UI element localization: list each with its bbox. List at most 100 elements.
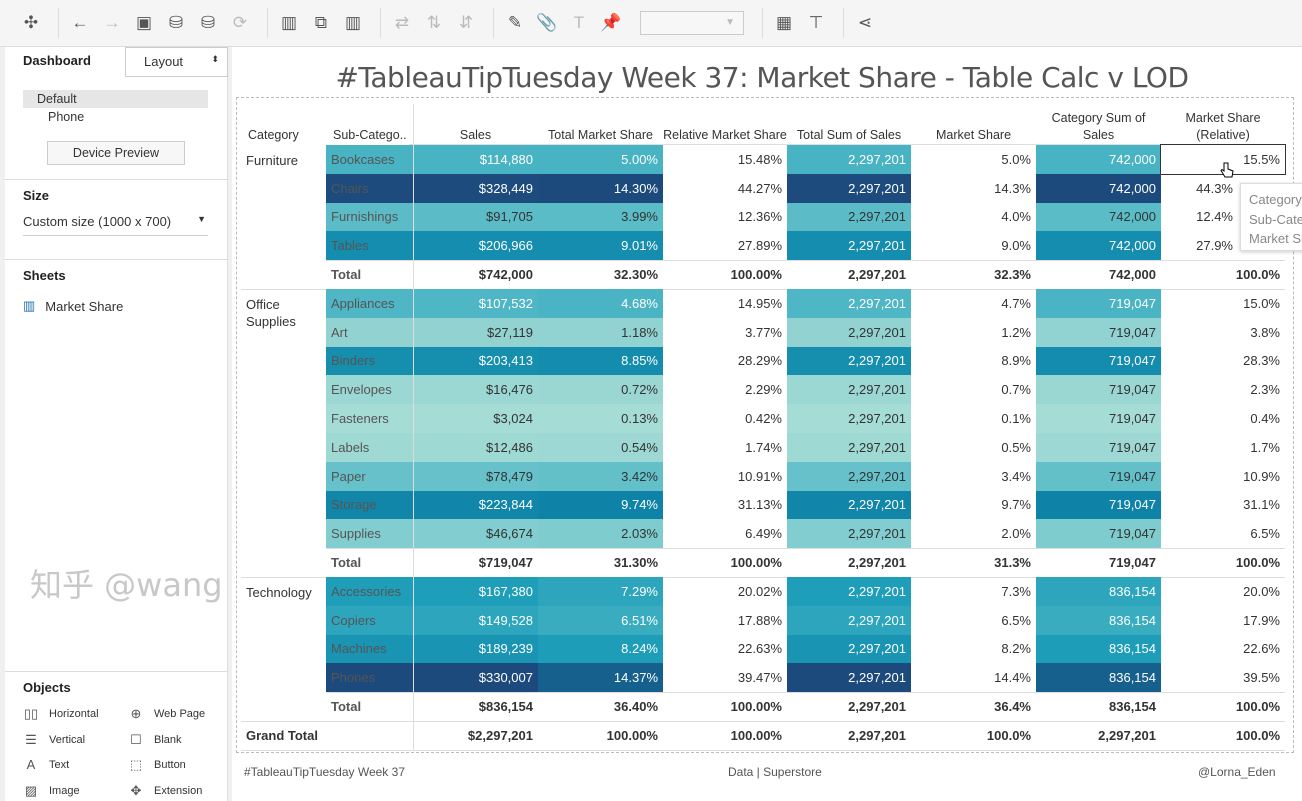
object-web-page[interactable]: ⊕ Web Page	[128, 706, 206, 722]
toolbar-dropdown[interactable]: ▼	[640, 11, 744, 35]
header-relative-market-share[interactable]: Relative Market Share	[663, 128, 787, 142]
cell-market-share-relative[interactable]: 2.3%	[1250, 382, 1280, 398]
share-icon[interactable]: ⋖	[857, 13, 873, 32]
header-total-market-share[interactable]: Total Market Share	[548, 128, 653, 142]
tab-layout-label: Layout	[144, 54, 184, 69]
sub-category-label[interactable]: Art	[326, 317, 413, 347]
category-label[interactable]: Office Supplies	[246, 297, 296, 329]
total-label[interactable]: Total	[331, 699, 362, 715]
cell-total-market-share: 8.85%	[538, 346, 663, 376]
highlight-icon[interactable]: ✎	[507, 13, 523, 32]
device-preview-button[interactable]: Device Preview	[47, 141, 185, 165]
presentation-icon[interactable]: ⊤	[808, 13, 824, 32]
cell-total-sum-of-sales: 2,297,201	[787, 461, 911, 491]
grand-total-market-share-relative: 100.0%	[1235, 727, 1280, 743]
cell-market-share-relative[interactable]: 27.9%	[1196, 238, 1233, 254]
sheet-item-market-share[interactable]: ▥ Market Share	[23, 298, 123, 314]
cell-market-share-relative[interactable]: 10.9%	[1243, 468, 1280, 484]
cell-market-share-relative[interactable]: 100.0%	[1235, 555, 1280, 571]
header-category-sum-of-sales[interactable]: Category Sum of Sales	[1051, 111, 1146, 142]
show-me-icon[interactable]: ▦	[775, 13, 793, 32]
tab-layout[interactable]: Layout ⬍	[125, 47, 228, 77]
cell-market-share-relative[interactable]: 100.0%	[1235, 699, 1280, 715]
cell-market-share-relative[interactable]: 15.5%	[1160, 144, 1286, 175]
cell-market-share-relative[interactable]: 20.0%	[1243, 583, 1280, 599]
cell-market-share-relative[interactable]: 22.6%	[1243, 641, 1280, 657]
header-sales[interactable]: Sales	[459, 128, 492, 142]
sort-descending-icon[interactable]: ⇵	[458, 13, 474, 32]
category-label[interactable]: Technology	[246, 585, 312, 600]
cell-market-share-relative[interactable]: 44.3%	[1196, 180, 1233, 196]
sub-category-label[interactable]: Chairs	[326, 173, 413, 203]
object-image[interactable]: ▨ Image	[23, 783, 80, 799]
sub-category-label[interactable]: Furnishings	[326, 202, 413, 232]
cell-total-sum-of-sales: 2,297,201	[787, 202, 911, 232]
sort-ascending-icon[interactable]: ⇅	[426, 13, 442, 32]
sub-category-label[interactable]: Binders	[326, 346, 413, 376]
device-phone[interactable]: Phone	[48, 110, 85, 124]
bottom-divider	[241, 749, 1285, 751]
cell-market-share-relative[interactable]: 0.4%	[1250, 411, 1280, 427]
cell-market-share-relative[interactable]: 12.4%	[1196, 209, 1233, 225]
save-icon[interactable]: ▣	[135, 13, 153, 32]
duplicate-sheet-icon[interactable]: ⧉	[314, 13, 328, 32]
cell-market-share-relative[interactable]: 39.5%	[1243, 670, 1280, 686]
object-button[interactable]: ⬚ Button	[128, 757, 186, 773]
redo-icon[interactable]: →	[103, 13, 121, 32]
object-horizontal[interactable]: ▯▯ Horizontal	[23, 706, 99, 722]
sub-category-label[interactable]: Labels	[326, 433, 413, 462]
total-label[interactable]: Total	[331, 555, 362, 571]
sub-category-label[interactable]: Fasteners	[326, 404, 413, 433]
header-market-share-relative[interactable]: Market Share (Relative)	[1185, 111, 1261, 142]
total-label[interactable]: Total	[331, 267, 362, 283]
object-vertical[interactable]: ☰ Vertical	[23, 732, 85, 748]
category-label[interactable]: Furniture	[246, 153, 299, 168]
sub-category-label[interactable]: Machines	[326, 634, 413, 664]
cell-market-share-relative[interactable]: 31.1%	[1243, 497, 1280, 513]
size-dropdown[interactable]: Custom size (1000 x 700) ▼	[23, 214, 208, 236]
cell-total-market-share: 1.18%	[538, 317, 663, 347]
device-default[interactable]: Default	[23, 90, 208, 108]
header-total-sum-of-sales[interactable]: Total Sum of Sales	[796, 128, 902, 142]
object-extension[interactable]: ✥ Extension	[128, 782, 203, 799]
sub-category-label[interactable]: Paper	[326, 461, 413, 491]
cell-market-share-relative[interactable]: 28.3%	[1243, 353, 1280, 369]
sub-category-label[interactable]: Supplies	[326, 519, 413, 549]
label-icon[interactable]: T	[573, 13, 585, 32]
refresh-icon[interactable]: ⟳	[232, 13, 248, 32]
cell-market-share: 4.7%	[1001, 295, 1031, 311]
sub-category-label[interactable]: Copiers	[326, 605, 413, 635]
new-data-source-icon[interactable]: ⛁	[168, 13, 184, 32]
pause-updates-icon[interactable]: ⛁	[200, 13, 216, 32]
tab-dashboard[interactable]: Dashboard	[23, 53, 91, 68]
header-category[interactable]: Category	[248, 128, 299, 142]
sub-category-label[interactable]: Tables	[326, 231, 413, 261]
swap-icon[interactable]: ⇄	[394, 13, 410, 32]
sub-category-label[interactable]: Envelopes	[326, 375, 413, 405]
clear-sheet-icon[interactable]: ▥	[344, 13, 362, 32]
sub-category-label[interactable]: Phones	[326, 663, 413, 693]
extension-icon: ✥	[130, 782, 142, 798]
undo-icon[interactable]: ←	[71, 13, 89, 32]
cell-market-share-relative[interactable]: 6.5%	[1250, 526, 1280, 542]
sub-category-label[interactable]: Storage	[326, 490, 413, 520]
tableau-logo-icon[interactable]: ✣	[23, 13, 39, 32]
header-market-share[interactable]: Market Share	[935, 128, 1012, 142]
object-blank[interactable]: ☐ Blank	[128, 732, 181, 748]
cell-market-share-relative[interactable]: 1.7%	[1250, 439, 1280, 455]
cell-sales: $78,479	[413, 461, 538, 491]
cell-market-share-relative[interactable]: 3.8%	[1250, 324, 1280, 340]
sub-category-label[interactable]: Bookcases	[326, 145, 413, 174]
group-icon[interactable]: 📎	[536, 13, 558, 32]
cell-sales: $719,047	[478, 555, 533, 571]
sub-category-label[interactable]: Accessories	[326, 577, 413, 606]
cell-market-share-relative[interactable]: 15.0%	[1243, 295, 1280, 311]
cell-total-sum-of-sales: 2,297,201	[787, 173, 911, 203]
new-worksheet-icon[interactable]: ▥	[280, 13, 298, 32]
cell-market-share-relative[interactable]: 17.9%	[1243, 612, 1280, 628]
pin-icon[interactable]: 📌	[600, 13, 622, 32]
header-sub-category[interactable]: Sub-Catego..	[333, 128, 407, 142]
cell-market-share-relative[interactable]: 100.0%	[1235, 267, 1280, 283]
object-text[interactable]: A Text	[23, 757, 70, 772]
sub-category-label[interactable]: Appliances	[326, 289, 413, 318]
